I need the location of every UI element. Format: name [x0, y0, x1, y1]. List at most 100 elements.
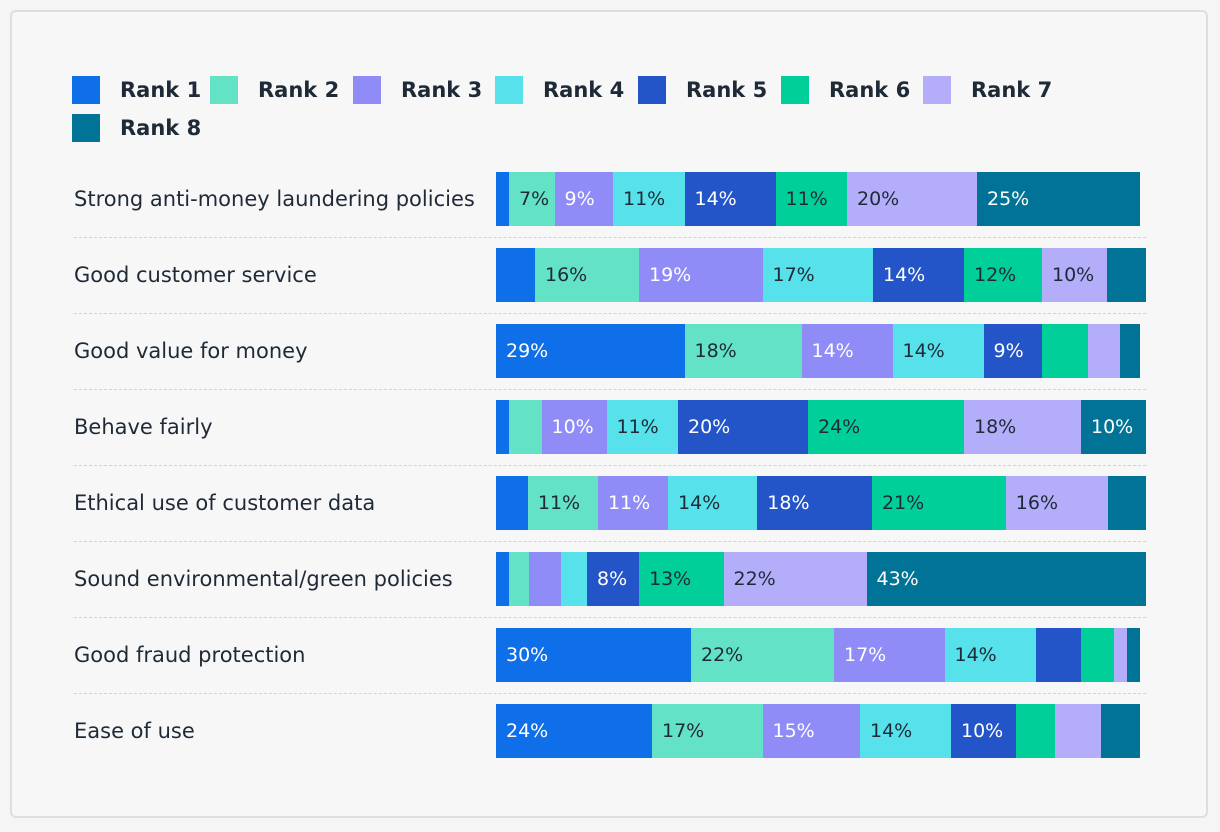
data-label: 11% — [616, 416, 659, 438]
data-label: 19% — [649, 264, 692, 286]
bar-segment: 11% — [613, 172, 685, 226]
legend-item-rank-5: Rank 5 — [638, 76, 767, 104]
bar-segment: 10% — [541, 400, 607, 454]
data-label: 24% — [506, 720, 549, 742]
bar-segment: 16% — [1005, 476, 1108, 530]
legend-swatch — [781, 76, 809, 104]
bar-segment: 11% — [597, 476, 669, 530]
data-label: 8% — [597, 568, 628, 590]
bar-segment — [528, 552, 561, 606]
bar-segment: 22% — [691, 628, 834, 682]
bar-segment: 30% — [496, 628, 691, 682]
bar-segment: 14% — [892, 324, 984, 378]
legend-label: Rank 8 — [120, 116, 202, 140]
bar-segment: 11% — [775, 172, 847, 226]
bar-segment — [509, 552, 529, 606]
data-label: 18% — [974, 416, 1017, 438]
bar-segment — [1107, 476, 1146, 530]
data-label: 14% — [811, 340, 854, 362]
bar-segment: 20% — [678, 400, 808, 454]
legend-swatch — [923, 76, 951, 104]
data-label: 29% — [506, 340, 549, 362]
bar-segment: 21% — [871, 476, 1006, 530]
data-label: 16% — [1015, 492, 1059, 514]
bar-segment: 9% — [554, 172, 613, 226]
data-label: 10% — [551, 416, 594, 438]
bar-segment: 7% — [509, 172, 555, 226]
data-label: 17% — [662, 720, 705, 742]
category-label: Ethical use of customer data — [74, 491, 376, 515]
legend-label: Rank 4 — [543, 78, 625, 102]
data-label: 16% — [545, 264, 588, 286]
bar-segment — [1042, 324, 1088, 378]
bar-segment — [496, 400, 509, 454]
category-label: Good customer service — [74, 263, 317, 287]
legend-label: Rank 5 — [686, 78, 768, 102]
bar-segment: 17% — [834, 628, 945, 682]
data-label: 18% — [694, 340, 737, 362]
bar-segment — [509, 400, 542, 454]
legend-item-rank-8: Rank 8 — [72, 114, 201, 142]
bar-segment — [1126, 628, 1140, 682]
bar-segment: 22% — [723, 552, 867, 606]
data-label: 22% — [733, 568, 776, 590]
bar-segment: 11% — [527, 476, 598, 530]
legend-label: Rank 2 — [258, 78, 340, 102]
category-label: Sound environmental/green policies — [74, 567, 453, 591]
legend-swatch — [495, 76, 523, 104]
bar-segment: 10% — [1081, 400, 1146, 454]
legend-swatch — [210, 76, 238, 104]
bar-segment: 14% — [668, 476, 758, 530]
bar-segment: 14% — [944, 628, 1036, 682]
bar-segment: 14% — [873, 248, 964, 302]
bar-segment — [1081, 628, 1114, 682]
row-divider — [74, 541, 1146, 542]
bar-row: 8% 13% 22% 43% — [496, 552, 1146, 606]
bar-segment: 43% — [866, 552, 1146, 606]
data-label: 10% — [1052, 264, 1095, 286]
bar-segment — [1113, 628, 1127, 682]
bar-segment: 25% — [977, 172, 1140, 226]
category-label: Ease of use — [74, 719, 195, 743]
bar-segment — [1035, 628, 1081, 682]
bar-segment: 19% — [639, 248, 763, 302]
legend-item-rank-7: Rank 7 — [923, 76, 1052, 104]
legend-label: Rank 3 — [401, 78, 483, 102]
bar-segment: 18% — [757, 476, 872, 530]
data-label: 21% — [881, 492, 925, 514]
bar-segment — [1107, 248, 1146, 302]
category-label: Strong anti-money laundering policies — [74, 187, 475, 211]
row-divider — [74, 617, 1146, 618]
row-divider — [74, 313, 1146, 314]
data-label: 11% — [623, 188, 666, 210]
legend-swatch — [638, 76, 666, 104]
bar-segment: 17% — [652, 704, 763, 758]
bar-segment: 24% — [808, 400, 964, 454]
bar-segment: 24% — [496, 704, 652, 758]
bar-row: 29% 18% 14% 14% 9% — [496, 324, 1146, 378]
legend-swatch — [353, 76, 381, 104]
bar-segment — [1016, 704, 1055, 758]
legend-item-rank-6: Rank 6 — [781, 76, 910, 104]
bar-segment: 11% — [606, 400, 678, 454]
bar-row: 24% 17% 15% 14% 10% — [496, 704, 1146, 758]
bar-segment — [1100, 704, 1140, 758]
bar-segment: 13% — [639, 552, 724, 606]
data-label: 13% — [649, 568, 692, 590]
row-divider — [74, 693, 1146, 694]
legend-swatch — [72, 114, 100, 142]
legend-item-rank-2: Rank 2 — [210, 76, 339, 104]
legend-item-rank-4: Rank 4 — [495, 76, 624, 104]
legend-item-rank-1: Rank 1 — [72, 76, 201, 104]
data-label: 17% — [844, 644, 887, 666]
bar-segment: 10% — [951, 704, 1016, 758]
bar-segment — [496, 552, 509, 606]
data-label: 10% — [1091, 416, 1134, 438]
data-label: 9% — [564, 188, 595, 210]
category-label: Good value for money — [74, 339, 308, 363]
bar-segment: 16% — [535, 248, 639, 302]
row-divider — [74, 389, 1146, 390]
data-label: 10% — [961, 720, 1004, 742]
bar-segment: 18% — [964, 400, 1081, 454]
bar-segment — [496, 248, 535, 302]
